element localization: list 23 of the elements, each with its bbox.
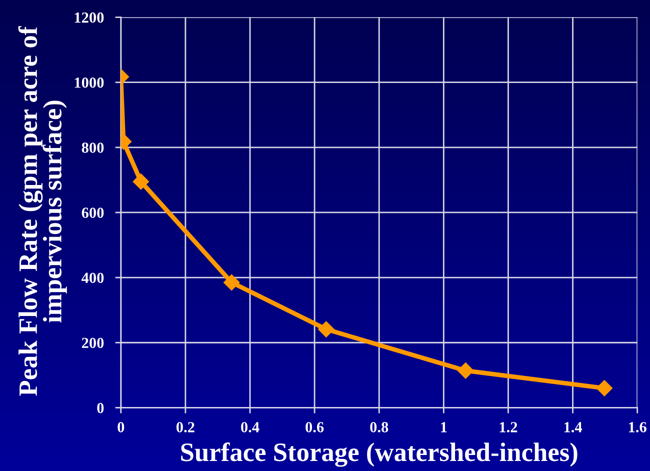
y-axis-title: Peak Flow Rate (gpm per acre of impervious surface) bbox=[18, 26, 67, 396]
point bbox=[318, 321, 334, 338]
point bbox=[458, 362, 474, 379]
x-tick-label: 0.4 bbox=[241, 422, 260, 432]
y-tick-label: 400 bbox=[82, 272, 104, 284]
x-tick-label: 1.4 bbox=[564, 422, 582, 432]
x-tick-label: 0.8 bbox=[370, 422, 388, 432]
y-tick-label: 600 bbox=[82, 208, 104, 218]
y-tick-label: 0 bbox=[97, 402, 104, 414]
y-tick-label: 200 bbox=[82, 338, 104, 348]
y-tick-label: 800 bbox=[82, 142, 104, 153]
point bbox=[596, 380, 612, 396]
x-axis-title: Surface Storage (watershed-inches) bbox=[181, 442, 578, 467]
y-tick-label: 1200 bbox=[74, 12, 104, 23]
x-tick-label: 0 bbox=[118, 422, 124, 432]
point bbox=[224, 274, 240, 290]
x-tick-label: 0.6 bbox=[306, 422, 324, 432]
x-tick-label: 0.2 bbox=[176, 422, 194, 432]
x-tick-label: 1.6 bbox=[629, 422, 646, 432]
y-tick-label: 1000 bbox=[74, 77, 104, 88]
x-tick-label: 1.2 bbox=[500, 422, 518, 432]
point bbox=[132, 174, 149, 190]
x-tick-label: 1 bbox=[441, 422, 447, 432]
